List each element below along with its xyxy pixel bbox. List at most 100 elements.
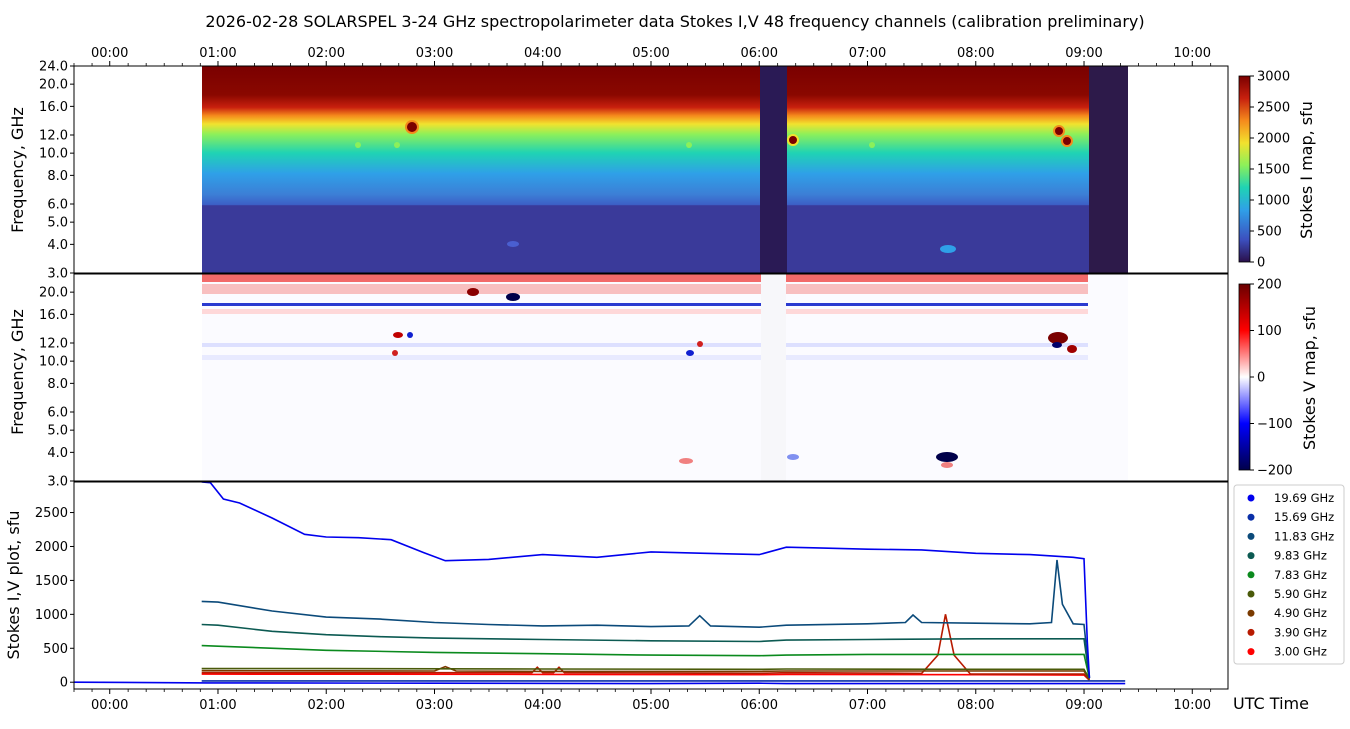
stokes-v-panel [202, 274, 1128, 481]
legend-entry: 11.83 GHz [1274, 529, 1334, 543]
freq-tick-label: 3.0 [47, 267, 68, 282]
stokes-v-band [202, 343, 1088, 347]
stokes-i-heatmap [202, 66, 1128, 273]
bottom-time-tick-label: 03:00 [416, 698, 453, 713]
stokes-i-gap-1 [760, 66, 787, 273]
colorbar-tick-label: 2000 [1257, 132, 1290, 147]
stokes-i-gap-2 [1089, 66, 1128, 273]
colorbar-tick-label: −100 [1257, 417, 1293, 432]
bottom-time-tick-label: 05:00 [632, 698, 669, 713]
series-line-390 [201, 614, 1090, 681]
stokes-v-frame [73, 273, 1229, 482]
stokes-i-y-axis: 3.0 4.0 5.0 6.0 8.0 10.0 12.0 16.0 20.0 24.0 [39, 60, 74, 282]
legend-entry: 19.69 GHz [1274, 491, 1334, 505]
colorbar-tick-label: 3000 [1257, 70, 1290, 85]
legend-marker [1247, 648, 1255, 656]
colorbar-tick-label: 500 [1257, 225, 1282, 240]
stokes-i-burst [940, 245, 956, 253]
top-time-tick-label: 01:00 [199, 46, 236, 61]
legend-entry: 15.69 GHz [1274, 510, 1334, 524]
top-time-tick-label: 06:00 [741, 46, 778, 61]
legend-entry: 5.90 GHz [1274, 587, 1327, 601]
stokes-v-burst [936, 452, 958, 462]
value-tick-label: 2500 [35, 506, 68, 521]
stokes-i-burst [507, 241, 519, 247]
freq-tick-label: 10.0 [39, 355, 68, 370]
stokes-v-band [202, 274, 1088, 282]
freq-tick-label: 6.0 [47, 198, 68, 213]
freq-tick-label: 24.0 [39, 60, 68, 75]
stokes-i-colorbar-ticks: 0 500 1000 1500 2000 2500 3000 [1250, 70, 1290, 271]
stokes-v-band [202, 309, 1088, 314]
freq-tick-label: 8.0 [47, 377, 68, 392]
top-time-tick-label: 02:00 [308, 46, 345, 61]
freq-tick-label: 8.0 [47, 169, 68, 184]
stokes-i-burst [405, 120, 419, 134]
bottom-time-tick-label: 06:00 [741, 698, 778, 713]
colorbar-tick-label: 0 [1257, 256, 1265, 271]
legend-marker [1247, 494, 1255, 502]
bottom-time-tick-label: 01:00 [199, 698, 236, 713]
bottom-time-tick-label: 02:00 [308, 698, 345, 713]
top-time-axis: 00:00 01:00 02:00 03:00 04:00 05:00 06:00 07:00… [73, 46, 1212, 66]
stokes-iv-plot-area [74, 482, 1126, 685]
stokes-v-band [202, 284, 1088, 294]
stokes-i-burst [686, 142, 692, 148]
colorbar-tick-label: 2500 [1257, 101, 1290, 116]
x-axis-label: UTC Time [1233, 694, 1309, 713]
colorbar-tick-label: 100 [1257, 324, 1282, 339]
series-line-783 [201, 644, 1091, 679]
series-line-300 [201, 673, 1090, 681]
colorbar-tick-label: 0 [1257, 371, 1265, 386]
stokes-i-burst [394, 142, 400, 148]
freq-tick-label: 12.0 [39, 337, 68, 352]
legend: 19.69 GHz 15.69 GHz 11.83 GHz 9.83 GHz 7.83 … [1247, 491, 1334, 659]
top-time-tick-label: 09:00 [1065, 46, 1102, 61]
colorbar-tick-label: 1500 [1257, 163, 1290, 178]
legend-marker [1247, 628, 1255, 636]
value-tick-label: 1500 [35, 574, 68, 589]
stokes-v-background [202, 274, 1128, 481]
freq-tick-label: 20.0 [39, 78, 68, 93]
stokes-i-panel [202, 66, 1128, 273]
stokes-v-burst [697, 341, 703, 347]
legend-entry: 3.90 GHz [1274, 625, 1327, 639]
bottom-time-tick-label: 09:00 [1065, 698, 1102, 713]
value-tick-label: 2000 [35, 540, 68, 555]
legend-marker [1247, 513, 1255, 521]
stokes-v-burst [392, 350, 398, 356]
stokes-v-burst [1048, 332, 1068, 344]
stokes-i-burst [1061, 135, 1073, 147]
bottom-time-axis: 00:00 01:00 02:00 03:00 04:00 05:00 06:00 07:00… [73, 689, 1212, 713]
stokes-v-burst [941, 462, 953, 468]
stokes-v-gap [761, 274, 786, 481]
legend-marker [1247, 571, 1255, 579]
colorbar-tick-label: −200 [1257, 464, 1293, 479]
stokes-v-burst [467, 288, 479, 296]
stokes-v-band [202, 303, 1088, 306]
stokes-v-burst [506, 293, 520, 301]
bottom-time-tick-label: 08:00 [957, 698, 994, 713]
series-layer [74, 482, 1126, 685]
chart-title: 2026-02-28 SOLARSPEL 3-24 GHz spectropol… [205, 12, 1144, 31]
top-time-tick-label: 04:00 [524, 46, 561, 61]
stokes-i-colorbar [1238, 75, 1251, 263]
freq-tick-label: 4.0 [47, 446, 68, 461]
freq-tick-label: 4.0 [47, 238, 68, 253]
stokes-iv-ylabel: Stokes I,V plot, sfu [4, 511, 23, 660]
bottom-time-tick-label: 04:00 [524, 698, 561, 713]
series-line-1969 [201, 482, 1091, 679]
legend-entry: 7.83 GHz [1274, 568, 1327, 582]
stokes-v-burst [1067, 345, 1077, 353]
stokes-v-colorbar-ticks: −200 −100 0 100 200 [1250, 278, 1293, 479]
freq-tick-label: 5.0 [47, 424, 68, 439]
legend-entry: 4.90 GHz [1274, 606, 1327, 620]
series-line-983 [201, 623, 1091, 679]
stokes-i-ylabel: Frequency, GHz [8, 107, 27, 233]
freq-tick-label: 5.0 [47, 216, 68, 231]
stokes-v-trace [74, 681, 1126, 685]
freq-tick-label: 16.0 [39, 100, 68, 115]
freq-tick-label: 6.0 [47, 406, 68, 421]
freq-tick-label: 3.0 [47, 475, 68, 490]
